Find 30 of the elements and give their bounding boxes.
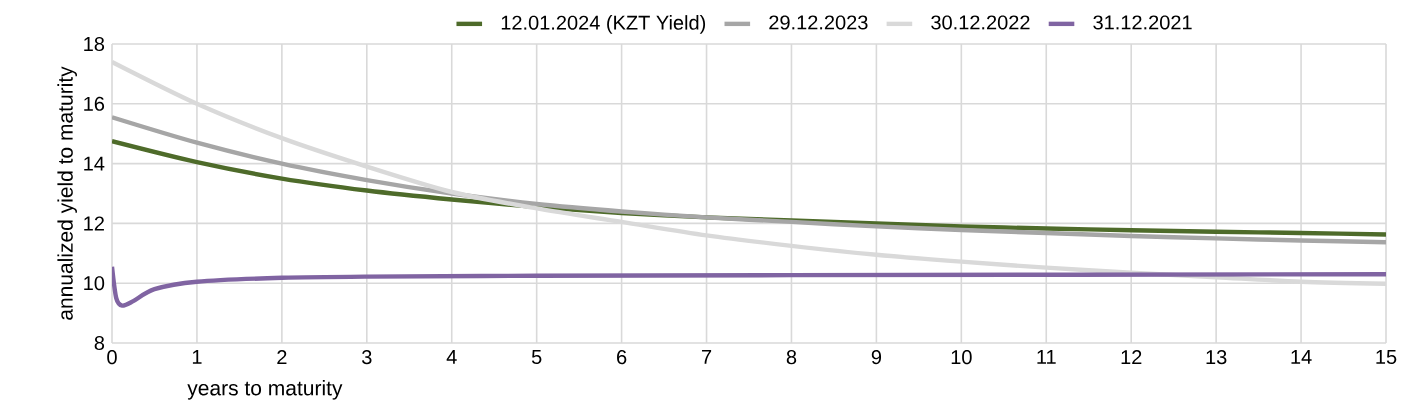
x-tick-label: 10 xyxy=(951,350,972,365)
y-tick-label: 8 xyxy=(94,335,105,351)
x-tick-label: 4 xyxy=(446,350,457,364)
x-axis-title: years to maturity xyxy=(187,380,343,400)
x-tick-label: 14 xyxy=(1291,350,1312,364)
x-tick-label: 6 xyxy=(617,350,627,365)
y-tick-label: 16 xyxy=(84,96,105,111)
x-tick-label: 8 xyxy=(786,350,797,365)
x-tick-label: 2 xyxy=(277,350,287,365)
legend-label: 12.01.2024 (KZT Yield) xyxy=(501,15,706,34)
y-tick-label: 14 xyxy=(84,156,105,171)
x-tick-label: 5 xyxy=(531,350,542,365)
x-tick-label: 0 xyxy=(107,350,117,365)
y-tick-label: 18 xyxy=(84,36,105,52)
legend-label: 29.12.2023 xyxy=(769,15,868,30)
line-series xyxy=(112,264,1386,308)
x-tick-label: 1 xyxy=(192,350,202,364)
legend-label: 31.12.2021 xyxy=(1093,15,1192,30)
x-tick-label: 13 xyxy=(1206,350,1227,365)
legend-label: 30.12.2022 xyxy=(931,15,1030,30)
x-tick-label: 12 xyxy=(1121,350,1142,365)
y-axis-title: annualized yield to maturity xyxy=(57,66,77,320)
y-tick-label: 10 xyxy=(84,276,105,291)
x-tick-label: 7 xyxy=(702,350,712,364)
x-tick-label: 9 xyxy=(871,350,882,365)
x-tick-label: 15 xyxy=(1376,350,1397,365)
x-tick-label: 11 xyxy=(1037,350,1056,364)
x-tick-label: 3 xyxy=(361,350,372,365)
line-series xyxy=(112,115,1386,245)
y-tick-label: 12 xyxy=(84,216,104,231)
